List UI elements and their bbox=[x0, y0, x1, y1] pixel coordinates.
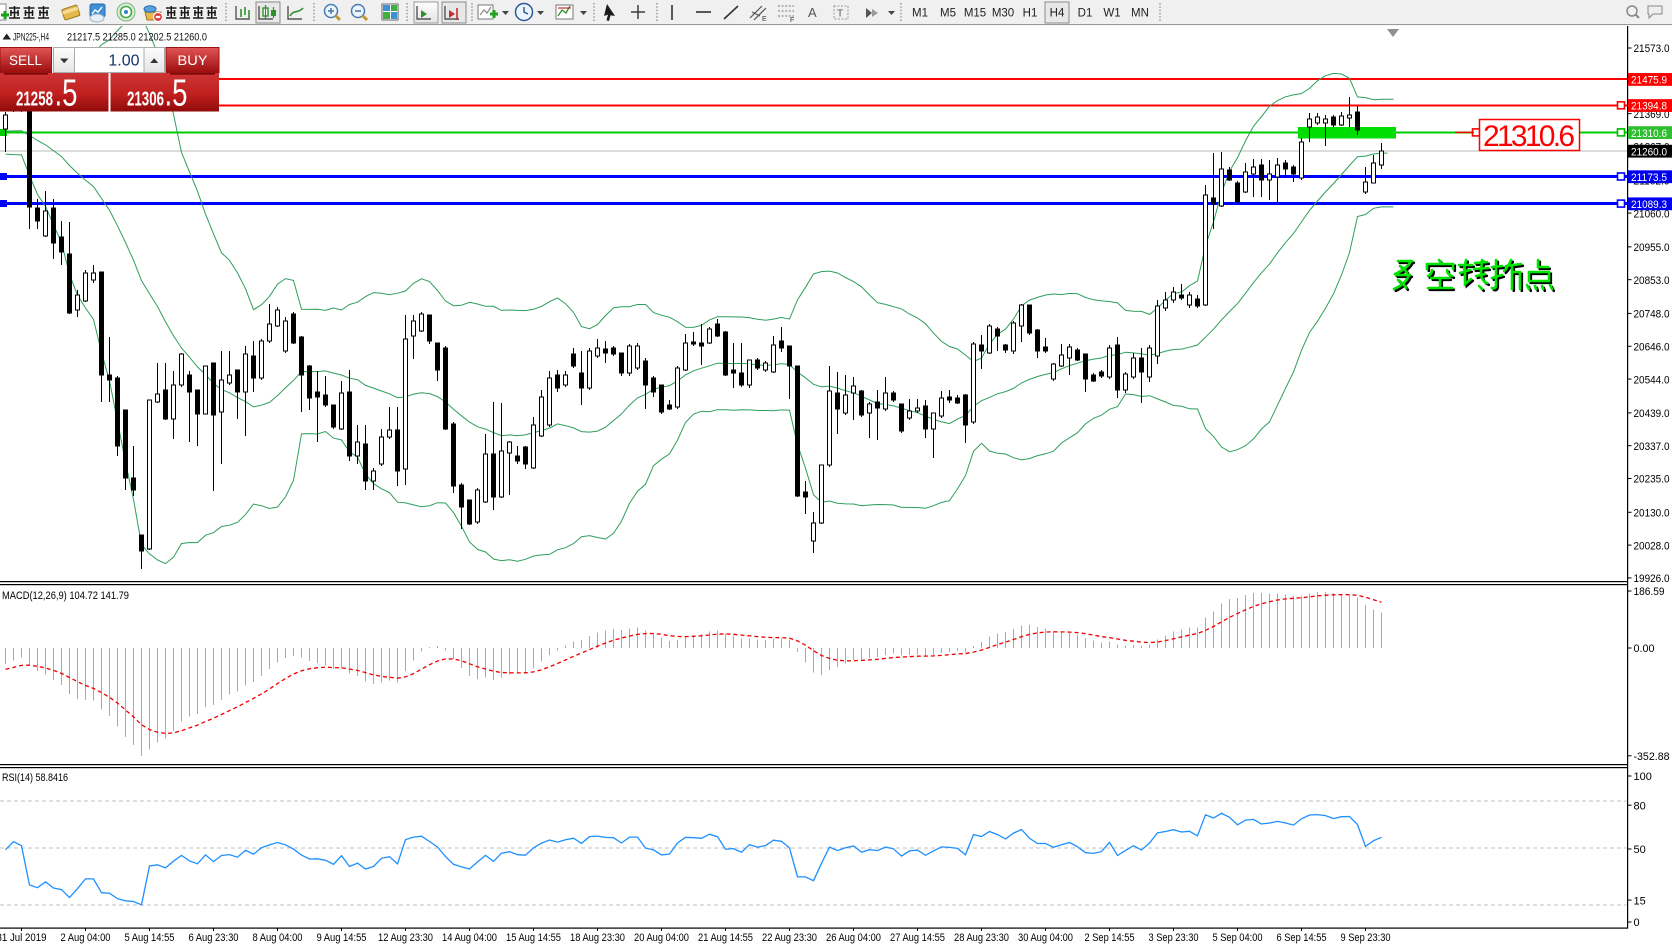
svg-text:21258: 21258 bbox=[16, 89, 53, 111]
svg-text:80: 80 bbox=[1634, 800, 1646, 812]
svg-text:H4: H4 bbox=[1050, 8, 1065, 20]
svg-text:186.59: 186.59 bbox=[1634, 586, 1665, 598]
svg-text:20235.0: 20235.0 bbox=[1634, 474, 1670, 486]
svg-text:0: 0 bbox=[1634, 917, 1640, 929]
svg-text:M30: M30 bbox=[992, 8, 1014, 20]
svg-text:20130.0: 20130.0 bbox=[1634, 507, 1670, 519]
svg-text:3 Sep 23:30: 3 Sep 23:30 bbox=[1149, 932, 1199, 944]
svg-text:21 Aug 14:55: 21 Aug 14:55 bbox=[698, 932, 753, 944]
svg-text:JPN225-,H4: JPN225-,H4 bbox=[13, 32, 49, 44]
svg-text:28 Aug 23:30: 28 Aug 23:30 bbox=[954, 932, 1009, 944]
svg-text:21306: 21306 bbox=[127, 89, 164, 111]
svg-text:.5: .5 bbox=[165, 73, 188, 115]
svg-text:9 Aug 14:55: 9 Aug 14:55 bbox=[317, 932, 367, 944]
svg-text:E: E bbox=[762, 16, 767, 23]
svg-text:20853.0: 20853.0 bbox=[1634, 275, 1670, 287]
svg-text:A: A bbox=[808, 5, 817, 20]
svg-text:5 Sep 04:00: 5 Sep 04:00 bbox=[1213, 932, 1263, 944]
svg-text:MN: MN bbox=[1131, 8, 1149, 20]
svg-text:21060.0: 21060.0 bbox=[1634, 208, 1670, 220]
svg-text:21573.0: 21573.0 bbox=[1634, 43, 1670, 55]
svg-text:21089.3: 21089.3 bbox=[1631, 199, 1667, 211]
svg-text:6 Sep 14:55: 6 Sep 14:55 bbox=[1277, 932, 1327, 944]
svg-text:2 Aug 04:00: 2 Aug 04:00 bbox=[61, 932, 111, 944]
svg-text:1.00: 1.00 bbox=[108, 53, 139, 70]
svg-text:-352.88: -352.88 bbox=[1634, 751, 1670, 763]
svg-text:20544.0: 20544.0 bbox=[1634, 374, 1670, 386]
svg-text:W1: W1 bbox=[1103, 8, 1120, 20]
svg-text:22 Aug 23:30: 22 Aug 23:30 bbox=[762, 932, 817, 944]
svg-text:19926.0: 19926.0 bbox=[1634, 573, 1670, 585]
svg-text:15: 15 bbox=[1634, 895, 1646, 907]
svg-text:100: 100 bbox=[1634, 771, 1652, 783]
svg-text:D1: D1 bbox=[1078, 8, 1093, 20]
svg-text:21310.6: 21310.6 bbox=[1483, 120, 1575, 153]
svg-text:F: F bbox=[790, 17, 794, 24]
svg-text:30 Aug 04:00: 30 Aug 04:00 bbox=[1018, 932, 1073, 944]
svg-text:21260.0: 21260.0 bbox=[1631, 146, 1667, 158]
svg-text:20955.0: 20955.0 bbox=[1634, 242, 1670, 254]
svg-text:21310.6: 21310.6 bbox=[1631, 128, 1667, 140]
svg-text:M5: M5 bbox=[940, 8, 956, 20]
svg-text:20028.0: 20028.0 bbox=[1634, 540, 1670, 552]
svg-text:15 Aug 14:55: 15 Aug 14:55 bbox=[506, 932, 561, 944]
svg-text:9 Sep 23:30: 9 Sep 23:30 bbox=[1341, 932, 1391, 944]
svg-text:RSI(14) 58.8416: RSI(14) 58.8416 bbox=[2, 772, 68, 784]
svg-text:12 Aug 23:30: 12 Aug 23:30 bbox=[378, 932, 433, 944]
svg-text:14 Aug 04:00: 14 Aug 04:00 bbox=[442, 932, 497, 944]
svg-text:20439.0: 20439.0 bbox=[1634, 408, 1670, 420]
svg-text:20 Aug 04:00: 20 Aug 04:00 bbox=[634, 932, 689, 944]
svg-text:SELL: SELL bbox=[9, 52, 42, 68]
svg-text:21475.9: 21475.9 bbox=[1631, 75, 1667, 87]
svg-text:T: T bbox=[837, 9, 843, 20]
svg-text:31 Jul 2019: 31 Jul 2019 bbox=[0, 932, 47, 944]
svg-text:2 Sep 14:55: 2 Sep 14:55 bbox=[1085, 932, 1135, 944]
svg-text:27 Aug 14:55: 27 Aug 14:55 bbox=[890, 932, 945, 944]
svg-text:M1: M1 bbox=[912, 8, 928, 20]
svg-text:BUY: BUY bbox=[178, 52, 209, 68]
svg-text:21217.5 21285.0 21202.5 21260.: 21217.5 21285.0 21202.5 21260.0 bbox=[67, 32, 207, 44]
svg-text:21394.8: 21394.8 bbox=[1631, 101, 1667, 113]
svg-text:.5: .5 bbox=[55, 73, 78, 115]
svg-text:H1: H1 bbox=[1023, 8, 1038, 20]
svg-text:0.00: 0.00 bbox=[1634, 643, 1655, 655]
svg-text:M15: M15 bbox=[964, 8, 986, 20]
svg-text:6 Aug 23:30: 6 Aug 23:30 bbox=[189, 932, 239, 944]
svg-text:20646.0: 20646.0 bbox=[1634, 341, 1670, 353]
svg-text:50: 50 bbox=[1634, 844, 1646, 856]
svg-text:21173.5: 21173.5 bbox=[1631, 172, 1667, 184]
svg-text:18 Aug 23:30: 18 Aug 23:30 bbox=[570, 932, 625, 944]
svg-text:8 Aug 04:00: 8 Aug 04:00 bbox=[253, 932, 303, 944]
svg-text:MACD(12,26,9) 104.72 141.79: MACD(12,26,9) 104.72 141.79 bbox=[2, 590, 129, 602]
svg-text:26 Aug 04:00: 26 Aug 04:00 bbox=[826, 932, 881, 944]
svg-text:20748.0: 20748.0 bbox=[1634, 309, 1670, 321]
svg-text:20337.0: 20337.0 bbox=[1634, 441, 1670, 453]
svg-text:5 Aug 14:55: 5 Aug 14:55 bbox=[125, 932, 175, 944]
